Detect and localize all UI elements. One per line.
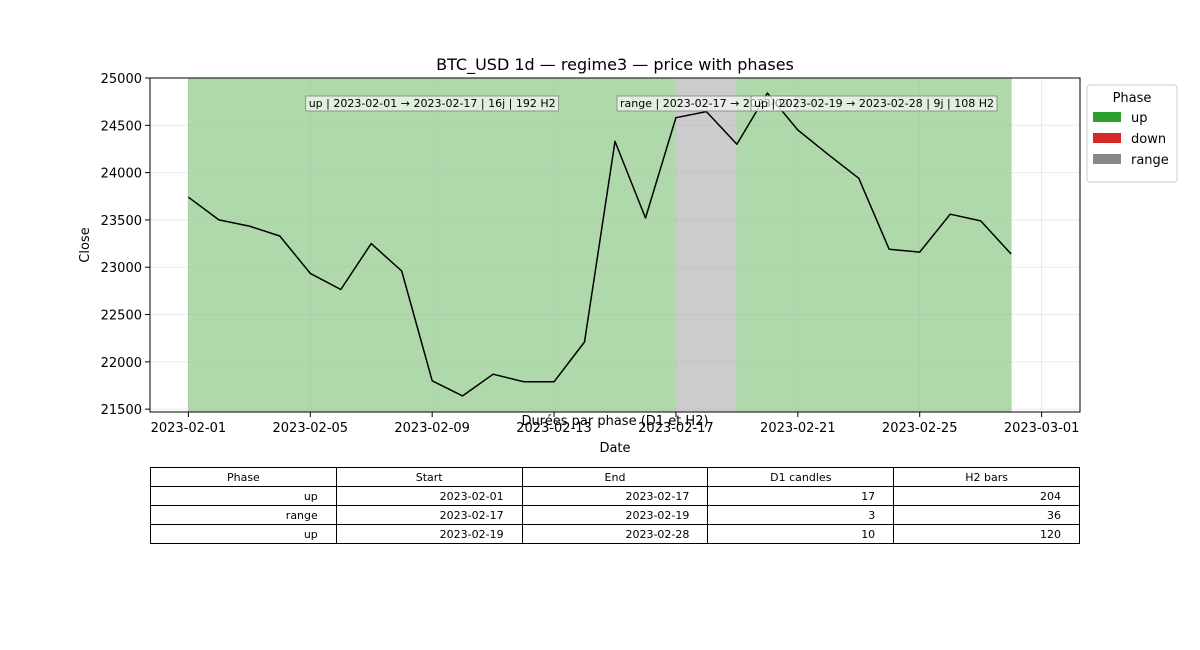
cell-phase: up: [150, 486, 337, 506]
legend-entry-up: up: [1131, 111, 1148, 126]
col-header-end: End: [521, 467, 709, 487]
price-chart: 2023-02-01 2023-02-05 2023-02-09 2023-02-13…: [78, 55, 1178, 456]
y-tick-label: 22500: [101, 309, 142, 324]
plot-frame: [149, 77, 1081, 413]
cell-d1-candles: 3: [707, 505, 895, 525]
price-line: [187, 92, 1012, 397]
y-tick-label: 21500: [101, 403, 142, 418]
cell-h2-bars: 120: [893, 524, 1080, 544]
cell-d1-candles: 10: [707, 524, 895, 544]
cell-start: 2023-02-17: [335, 505, 523, 525]
price-series: [187, 92, 1012, 397]
x-tick-label: 2023-02-05: [273, 421, 349, 436]
legend-entry-down: down: [1131, 132, 1166, 147]
table-row: up 2023-02-01 2023-02-17 17 204: [150, 486, 1080, 506]
cell-phase: range: [150, 505, 337, 525]
x-tick-label: 2023-02-01: [151, 421, 227, 436]
x-tick-label: 2023-02-25: [882, 421, 958, 436]
cell-phase: up: [150, 524, 337, 544]
legend: Phase up down range: [1086, 84, 1178, 183]
y-tick-label: 22000: [101, 356, 142, 371]
table-header-row: Phase Start End D1 candles H2 bars: [150, 467, 1080, 487]
phase-annotation-label: range | 2023-02-17 → 2023-02-: [620, 97, 793, 110]
axes: 2023-02-01 2023-02-05 2023-02-09 2023-02-13…: [101, 72, 1080, 436]
table-row: up 2023-02-19 2023-02-28 10 120: [150, 524, 1080, 544]
cell-end: 2023-02-17: [521, 486, 709, 506]
cell-start: 2023-02-01: [335, 486, 523, 506]
phase-annotation-up: up | 2023-02-01 → 2023-02-17 | 16j | 192…: [305, 95, 560, 112]
cell-end: 2023-02-28: [521, 524, 709, 544]
legend-entry-range: range: [1131, 153, 1169, 168]
table-title: Durées par phase (D1 et H2): [521, 414, 709, 429]
col-header-phase: Phase: [150, 467, 337, 487]
y-tick-label: 25000: [101, 72, 142, 87]
x-tick-label: 2023-02-13: [516, 421, 592, 436]
legend-swatch-up: [1093, 112, 1121, 122]
col-header-d1-candles: D1 candles: [707, 467, 895, 487]
phase-annotation-box: [305, 95, 560, 112]
cell-end: 2023-02-19: [521, 505, 709, 525]
legend-swatch-down: [1093, 133, 1121, 143]
phase-annotations: up | 2023-02-01 → 2023-02-17 | 16j | 192…: [305, 95, 998, 112]
y-tick-label: 24500: [101, 119, 142, 134]
phase-annotation-label: up | 2023-02-01 → 2023-02-17 | 16j | 192…: [309, 97, 556, 110]
y-tick-label: 24000: [101, 167, 142, 182]
col-header-h2-bars: H2 bars: [893, 467, 1080, 487]
y-tick-label: 23000: [101, 261, 142, 276]
x-tick-label: 2023-02-21: [760, 421, 836, 436]
chart-title: BTC_USD 1d — regime3 — price with phases: [436, 55, 794, 75]
y-axis-label: Close: [78, 227, 93, 262]
x-tick-label: 2023-02-17: [638, 421, 714, 436]
phase-duration-table: Phase Start End D1 candles H2 bars up 20…: [150, 467, 1080, 544]
col-header-start: Start: [335, 467, 523, 487]
phase-annotation-label: up | 2023-02-19 → 2023-02-28 | 9j | 108 …: [754, 97, 994, 110]
phase-annotation-box: [750, 95, 998, 112]
phase-band-up: [187, 77, 677, 413]
phase-annotation-up: up | 2023-02-19 → 2023-02-28 | 9j | 108 …: [750, 95, 998, 112]
cell-h2-bars: 204: [893, 486, 1080, 506]
legend-swatch-range: [1093, 154, 1121, 164]
cell-d1-candles: 17: [707, 486, 895, 506]
cell-h2-bars: 36: [893, 505, 1080, 525]
cell-start: 2023-02-19: [335, 524, 523, 544]
x-tick-label: 2023-03-01: [1004, 421, 1080, 436]
y-tick-label: 23500: [101, 214, 142, 229]
legend-title: Phase: [1113, 91, 1152, 106]
x-axis-label: Date: [599, 441, 630, 456]
table-row: range 2023-02-17 2023-02-19 3 36: [150, 505, 1080, 525]
x-tick-label: 2023-02-09: [394, 421, 470, 436]
